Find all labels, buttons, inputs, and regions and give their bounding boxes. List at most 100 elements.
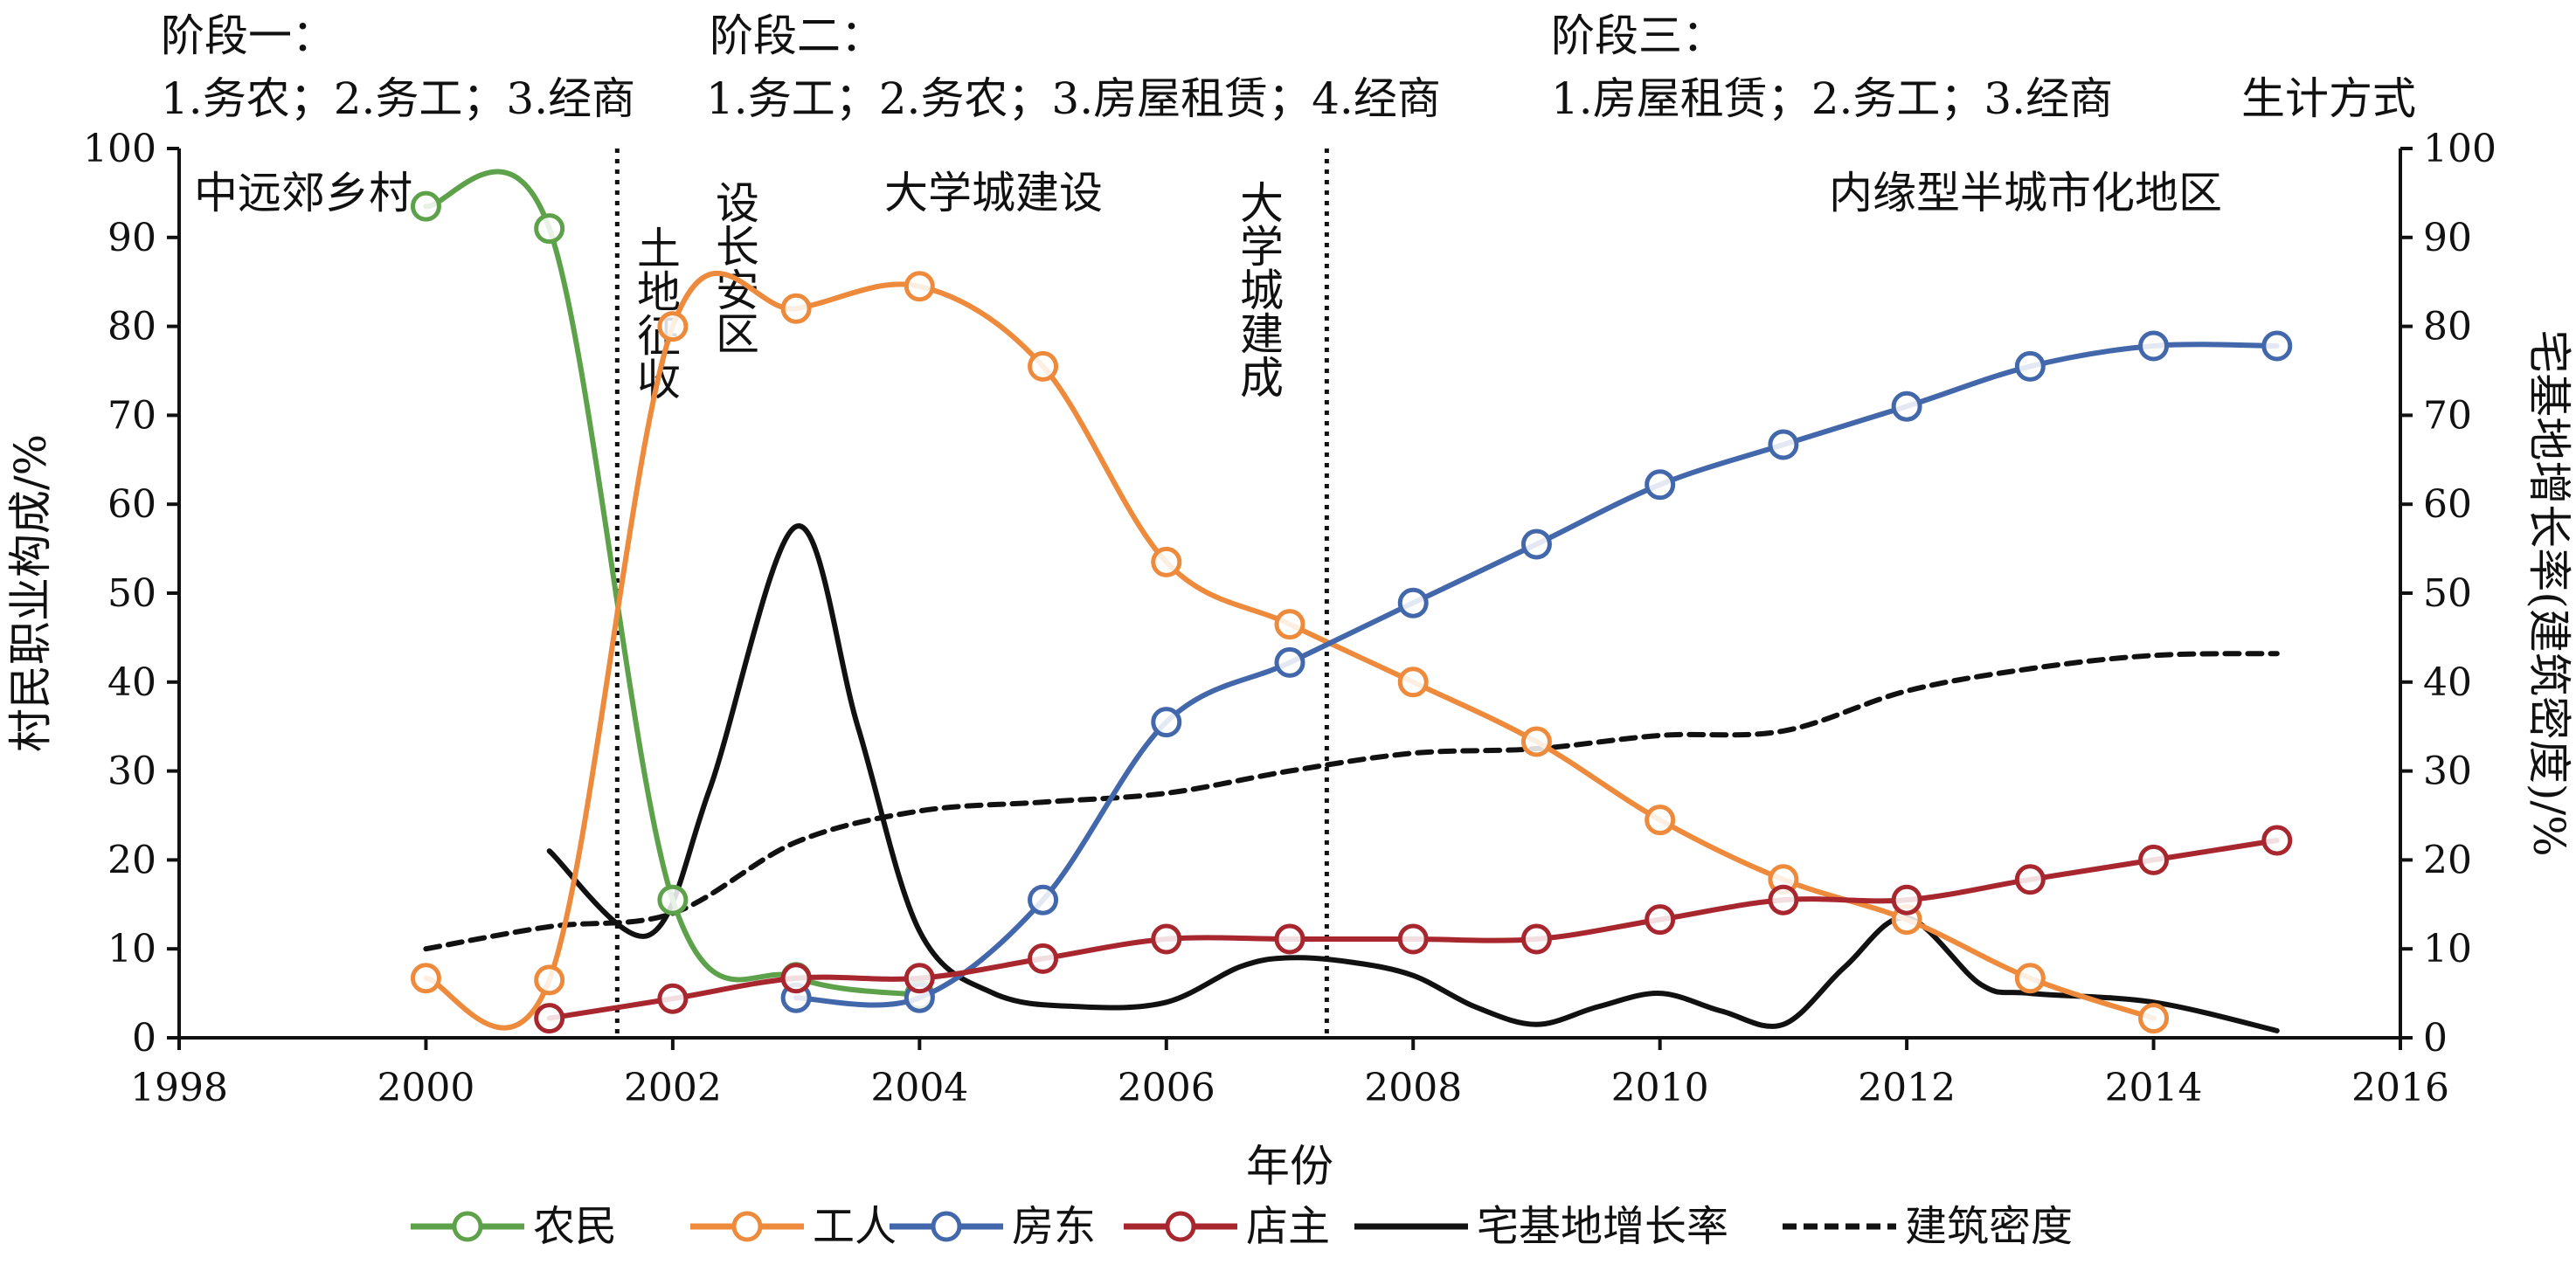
y2-tick-label: 40 (2423, 660, 2472, 705)
y-tick-label: 10 (107, 927, 156, 971)
data-point (1645, 805, 1676, 836)
data-point (1397, 667, 1429, 698)
data-point (1151, 923, 1182, 955)
legend-label: 宅基地增长率 (1477, 1202, 1728, 1251)
data-point (1151, 546, 1182, 577)
y2-tick-label: 50 (2423, 571, 2472, 616)
x-axis-title: 年份 (1246, 1141, 1333, 1192)
y-tick-label: 60 (107, 482, 156, 527)
y2-tick-label: 80 (2423, 305, 2472, 349)
data-point (1520, 923, 1552, 955)
y-tick-label: 20 (107, 838, 156, 882)
data-point (2138, 330, 2170, 362)
data-point (2014, 864, 2046, 895)
data-point (1274, 609, 1305, 640)
annotations: 中远郊乡村 土地征收 设长安区 大学城建设 大学城建成 内缘型半城市化地区 (194, 168, 2222, 400)
data-point (1891, 390, 1922, 422)
data-point (1520, 529, 1552, 560)
data-point (1645, 469, 1676, 501)
data-point (1028, 350, 1059, 382)
legend-item: 店主 (1124, 1202, 1330, 1251)
data-point (2014, 963, 2046, 994)
legend-item: 房东 (890, 1202, 1096, 1251)
stage-2-title: 阶段二： (710, 10, 884, 61)
x-tick-label: 2008 (1364, 1066, 1462, 1110)
legend-label: 房东 (1012, 1202, 1096, 1251)
legend-item: 工人 (690, 1202, 897, 1251)
stage-1-title: 阶段一： (161, 10, 336, 61)
y-tick-label: 0 (132, 1016, 156, 1060)
y2-tick-label: 70 (2423, 393, 2472, 438)
data-point (780, 963, 812, 994)
y2-tick-label: 10 (2423, 927, 2472, 971)
annotation-rural: 中远郊乡村 (194, 168, 412, 218)
x-tick-label: 2012 (1858, 1066, 1956, 1110)
stage-caption: 生计方式 (2241, 73, 2416, 124)
stage-2-items: 1.务工；2.务农；3.房屋租赁；4.经商 (706, 73, 1441, 124)
data-point (410, 190, 441, 222)
y2-tick-label: 90 (2423, 216, 2472, 260)
y-tick-label: 30 (107, 750, 156, 794)
y2-tick-label: 30 (2423, 750, 2472, 794)
data-point (904, 271, 935, 302)
series-房东 (780, 330, 2293, 1013)
y-tick-label: 40 (107, 660, 156, 705)
legend-label: 农民 (533, 1202, 617, 1251)
data-point (1028, 884, 1059, 915)
legend-marker (1165, 1211, 1196, 1242)
data-point (1768, 884, 1799, 915)
y-axis-title: 村民职业构成/% (5, 434, 56, 752)
stage-1-items: 1.务农；2.务工；3.经商 (161, 73, 635, 124)
data-point (657, 311, 689, 342)
x-tick-label: 1998 (130, 1066, 228, 1110)
y-tick-label: 100 (83, 127, 156, 171)
stage-3-title: 阶段三： (1551, 10, 1726, 61)
ticks: 1998 2000 2002 2004 2006 2008 2010 2012 2014 2016… (83, 127, 2496, 1110)
data-point (2138, 844, 2170, 875)
data-point (2138, 1003, 2170, 1034)
data-point (1151, 707, 1182, 738)
series-建筑密度 (423, 651, 2280, 952)
data-point (1397, 587, 1429, 618)
x-tick-label: 2002 (624, 1066, 722, 1110)
data-point (1645, 904, 1676, 936)
series-layer (410, 169, 2293, 1034)
x-tick-label: 2004 (870, 1066, 968, 1110)
annotation-district: 设长安区 (709, 180, 759, 355)
x-tick-label: 2000 (377, 1066, 474, 1110)
data-point (2014, 350, 2046, 382)
legend-marker (452, 1211, 483, 1242)
y-tick-label: 70 (107, 393, 156, 438)
y-tick-label: 80 (107, 305, 156, 349)
data-point (534, 1003, 565, 1034)
data-point (780, 293, 812, 324)
y2-axis-title: 宅基地增长率(建筑密度)/% (2524, 329, 2574, 856)
data-point (1397, 923, 1429, 955)
y-tick-label: 90 (107, 216, 156, 260)
series-店主 (534, 825, 2293, 1034)
legend-label: 店主 (1246, 1202, 1330, 1251)
y2-tick-label: 0 (2423, 1016, 2448, 1060)
data-point (1028, 943, 1059, 974)
series-line (423, 651, 2280, 952)
data-point (2261, 825, 2293, 856)
series-工人 (410, 271, 2170, 1034)
data-point (410, 963, 441, 994)
series-line (793, 342, 2280, 1008)
y-tick-label: 50 (107, 571, 156, 616)
legend-item: 建筑密度 (1783, 1202, 2073, 1251)
x-tick-label: 2014 (2105, 1066, 2203, 1110)
legend-marker (731, 1211, 763, 1242)
x-tick-label: 2010 (1611, 1066, 1709, 1110)
legend-marker (931, 1211, 962, 1242)
data-point (534, 213, 565, 245)
data-point (1274, 646, 1305, 678)
data-point (657, 884, 689, 915)
legend: 农民 工人 房东 店主 宅基地增长率 建筑密度 (411, 1202, 2073, 1251)
axes (177, 149, 2402, 1040)
legend-label: 建筑密度 (1905, 1202, 2073, 1251)
data-point (1274, 923, 1305, 955)
annotation-completed: 大学城建成 (1233, 180, 1284, 398)
y2-tick-label: 60 (2423, 482, 2472, 527)
